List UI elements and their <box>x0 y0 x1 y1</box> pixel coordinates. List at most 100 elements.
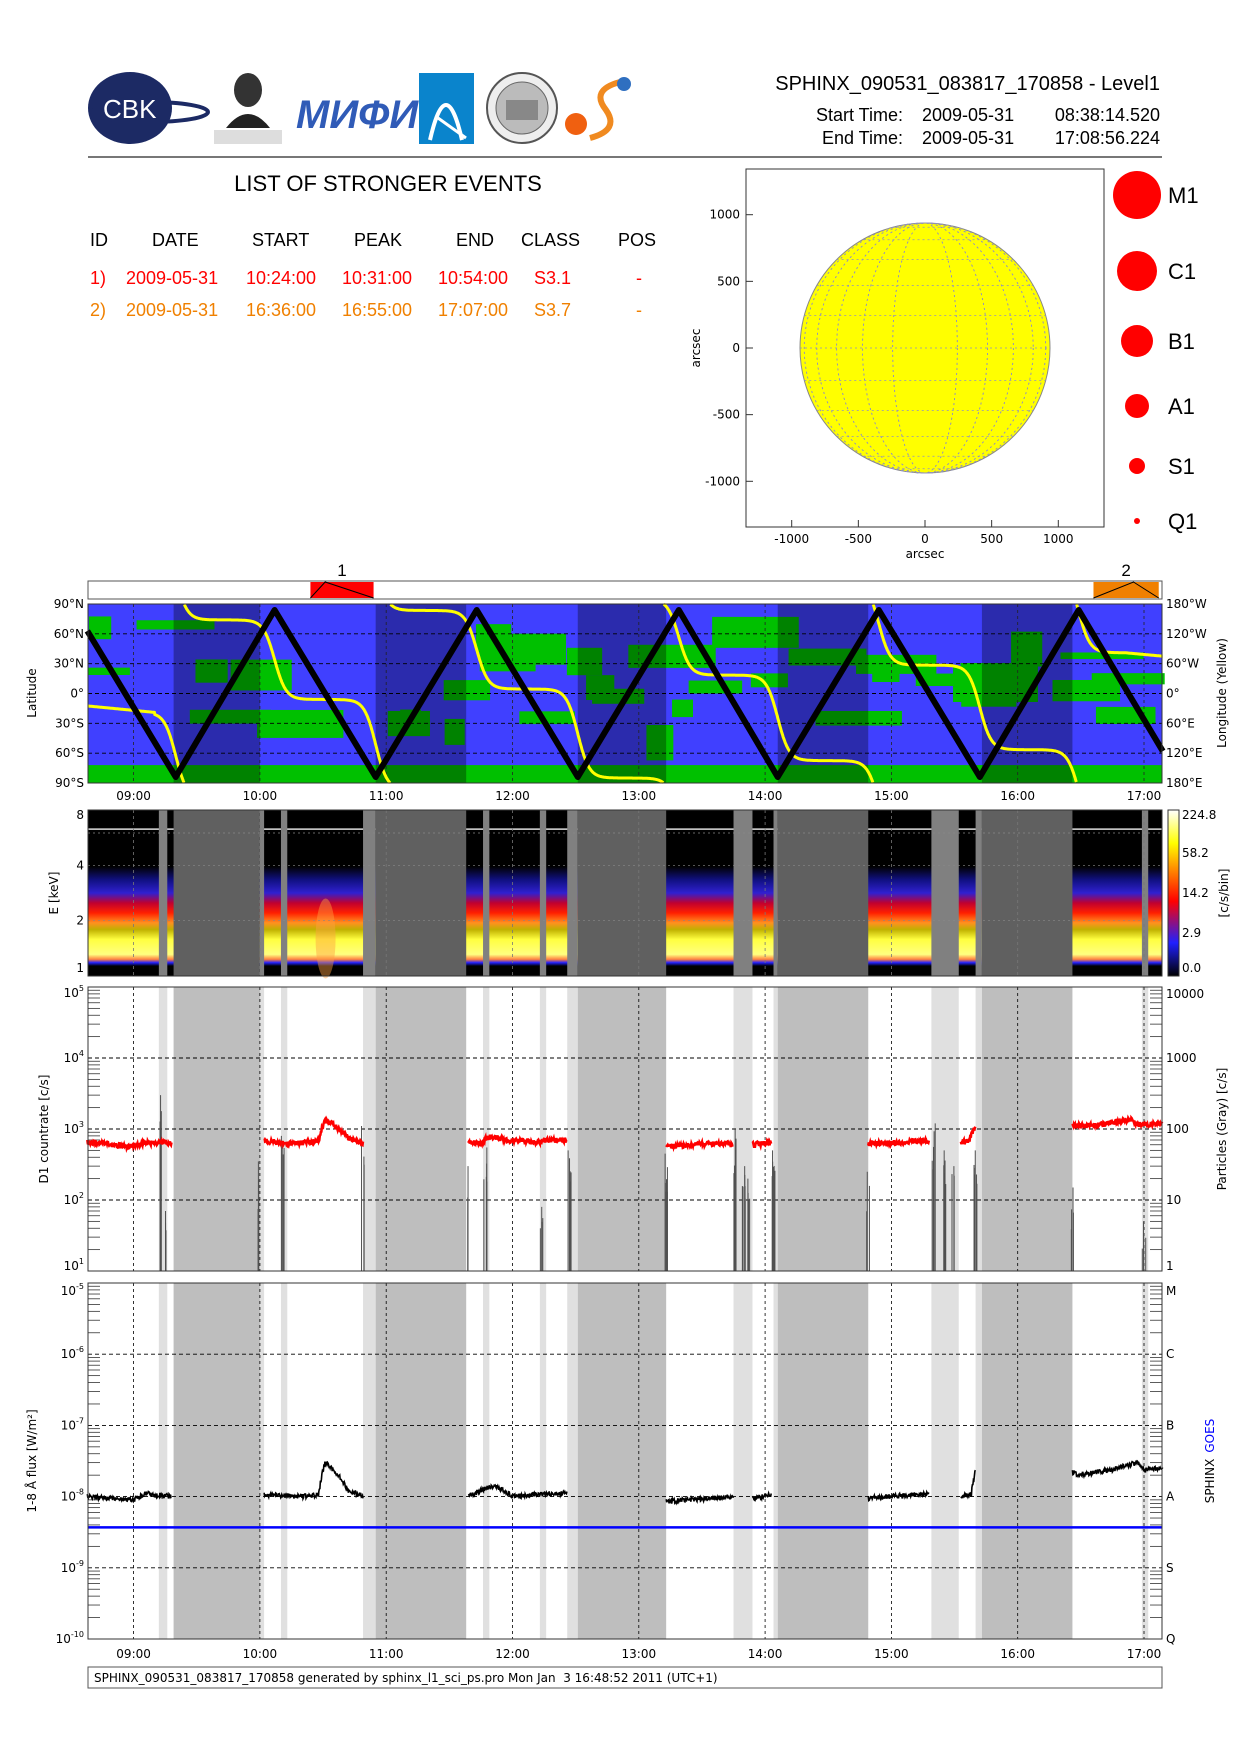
flux-tick-label-exponent: -5 <box>76 1282 84 1291</box>
night-band <box>375 810 467 976</box>
column-header-start: START <box>252 230 309 250</box>
blue-arc-logo <box>419 73 474 144</box>
goes-legend: GOES <box>1203 1419 1217 1453</box>
sphinx-flux-line <box>467 1483 568 1501</box>
countrate-axis-label: D1 countrate [c/s] <box>37 1075 51 1184</box>
data-gap-band <box>158 1283 168 1639</box>
flux-tick-label-base: 10 <box>61 1418 76 1432</box>
particles-tick-label: 100 <box>1166 1122 1189 1136</box>
data-gap-band <box>975 1283 982 1639</box>
event-number-label: 2 <box>1121 561 1130 580</box>
longitude-gridline <box>803 222 1047 474</box>
y-tick-label: 1000 <box>709 208 740 222</box>
countrate-panel <box>86 986 1164 1272</box>
land-region <box>915 673 975 686</box>
flux-axis-label: 1-8 Å flux [W/m²] <box>24 1409 39 1512</box>
time-tick-label: 17:00 <box>1127 789 1162 803</box>
data-gap-band <box>158 987 168 1271</box>
countrate-tick-label-exponent: 2 <box>79 1191 84 1200</box>
spectrogram-frame <box>87 809 1163 977</box>
time-tick-label: 11:00 <box>369 789 404 803</box>
end-date: 2009-05-31 <box>922 128 1014 148</box>
countrate-line <box>263 1115 365 1150</box>
land-region <box>136 620 215 630</box>
end-time: 17:08:56.224 <box>1055 128 1160 148</box>
energy-tick-label: 1 <box>76 961 84 975</box>
goes-class-label: Q <box>1166 1632 1175 1646</box>
colorbar <box>1167 809 1180 977</box>
class-legend-label: Q1 <box>1168 509 1197 534</box>
latitude-tick-label: 0° <box>70 687 84 701</box>
column-header-end: END <box>456 230 494 250</box>
data-gap-band <box>1141 1283 1149 1639</box>
data-gap-band <box>567 810 578 976</box>
start-time-label: Start Time: <box>816 105 903 125</box>
end-time-row: End Time: 2009-05-31 17:08:56.224 <box>822 128 1160 148</box>
data-gap-band <box>1141 810 1149 976</box>
class-legend-marker <box>1134 518 1140 524</box>
plots: 1 290°N60°N30°N0°30°S60°S90°S180°W120°W60… <box>24 561 1231 1661</box>
latitude-tick-label: 90°N <box>54 597 84 611</box>
y-tick-label: -1000 <box>705 474 740 488</box>
data-gap-band <box>539 810 547 976</box>
latitude-tick-label: 90°S <box>55 776 84 790</box>
flux-tick-label-base: 10 <box>61 1284 76 1298</box>
column-header-class: CLASS <box>521 230 580 250</box>
report-title: SPHINX_090531_083817_170858 - Level1 <box>775 73 1160 95</box>
time-tick-label: 10:00 <box>243 789 278 803</box>
land-region <box>1091 673 1165 685</box>
event-peak: 16:55:00 <box>342 300 412 320</box>
seal-logo <box>486 72 558 144</box>
start-date: 2009-05-31 <box>922 105 1014 125</box>
event-class: S3.1 <box>534 268 571 288</box>
land-region <box>672 699 694 718</box>
event-marker: 1 <box>310 561 374 599</box>
longitude-gridline <box>836 222 1014 474</box>
particles-tick-label: 1000 <box>1166 1051 1197 1065</box>
latitude-tick-label: 60°N <box>54 627 84 641</box>
data-gap-band <box>259 987 265 1271</box>
colorbar-tick-label: 224.8 <box>1182 808 1216 822</box>
land-region <box>688 680 743 694</box>
flux-tick-label-exponent: -6 <box>76 1345 84 1354</box>
column-header-date: DATE <box>152 230 199 250</box>
x-tick-label: -500 <box>845 532 872 546</box>
colorbar-tick-label: 2.9 <box>1182 926 1201 940</box>
time-tick-label: 15:00 <box>874 789 909 803</box>
y-tick-label: -500 <box>713 408 740 422</box>
longitude-gridline <box>816 222 1034 474</box>
event-peak: 10:31:00 <box>342 268 412 288</box>
x-tick-label: 500 <box>980 532 1003 546</box>
longitude-tick-label: 180°W <box>1166 597 1207 611</box>
class-legend-label: A1 <box>1168 394 1195 419</box>
night-band <box>577 810 667 976</box>
sphinx-flux-line <box>665 1493 735 1506</box>
countrate-line <box>751 1136 773 1152</box>
countrate-frame <box>87 986 1163 1272</box>
data-gap-band <box>280 1283 288 1639</box>
class-legend-marker <box>1113 171 1161 219</box>
flux-tick-label: 10-7 <box>61 1416 84 1432</box>
sphinx-flux-line <box>263 1460 364 1502</box>
land-region <box>1052 679 1121 702</box>
countrate-tick-label-exponent: 1 <box>79 1257 84 1266</box>
longitude-tick-label: 180°E <box>1166 776 1203 790</box>
event-marker: 2 <box>1093 561 1159 599</box>
goes-class-label: M <box>1166 1284 1176 1298</box>
land-region <box>566 647 603 676</box>
countrate-tick-label: 102 <box>64 1191 84 1207</box>
countrate-tick-label-exponent: 5 <box>79 984 84 993</box>
colorbar-tick-label: 14.2 <box>1182 886 1209 900</box>
event-end: 17:07:00 <box>438 300 508 320</box>
event-row: 1) 2009-05-31 10:24:00 10:31:00 10:54:00 S3.1… <box>90 268 642 288</box>
land-region <box>815 710 902 726</box>
countrate-line <box>959 1126 977 1145</box>
data-gap-band <box>567 1283 578 1639</box>
class-legend-label: S1 <box>1168 454 1195 479</box>
countrate-tick-label: 101 <box>64 1257 84 1273</box>
goes-class-label: A <box>1166 1490 1175 1504</box>
time-tick-label: 09:00 <box>116 789 151 803</box>
energy-tick-label: 4 <box>76 858 84 872</box>
y-tick-label: 0 <box>732 341 740 355</box>
svg-text:МИФИ: МИФИ <box>296 93 419 137</box>
